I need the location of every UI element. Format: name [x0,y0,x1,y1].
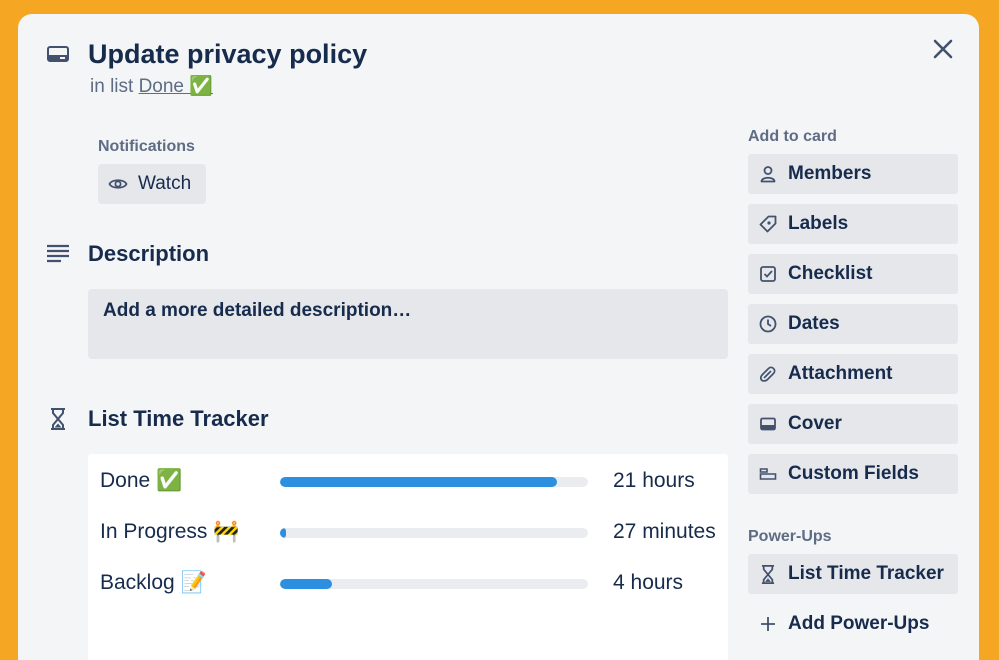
card-icon [46,42,70,66]
watch-label: Watch [138,173,192,194]
labels-button[interactable]: Labels [748,204,958,244]
tag-icon [758,214,778,234]
description-title: Description [88,241,210,266]
paperclip-icon [758,364,778,384]
tracker-progress-fill [280,579,333,589]
custom-fields-icon [758,464,778,484]
clock-icon [758,314,778,334]
add-to-card-label: Add to card [748,128,837,145]
list-location: in list Done ✅ [90,75,213,99]
tracker-row-value: 27 minutes [613,520,716,543]
checklist-label: Checklist [788,263,873,284]
dates-button[interactable]: Dates [748,304,958,344]
tracker-progress-bar [280,528,588,538]
labels-label: Labels [788,213,849,234]
eye-icon [108,174,128,194]
checklist-button[interactable]: Checklist [748,254,958,294]
tracker-progress-bar [280,477,588,487]
in-list-prefix: in list [90,76,134,97]
attachment-label: Attachment [788,363,893,384]
add-power-ups-label: Add Power-Ups [788,613,930,634]
card-detail-modal: Update privacy policy in list Done ✅ Not… [18,14,979,660]
description-icon [46,242,70,266]
card-title[interactable]: Update privacy policy [88,39,368,69]
tracker-progress-fill [280,528,287,538]
cover-icon [758,414,778,434]
time-tracker-title: List Time Tracker [88,406,269,431]
members-label: Members [788,163,872,184]
hourglass-icon [48,407,68,431]
person-icon [758,164,778,184]
cover-label: Cover [788,413,842,434]
dates-label: Dates [788,313,840,334]
time-tracker-panel: Done ✅ 21 hours In Progress 🚧 27 minutes… [88,454,728,660]
list-time-tracker-label: List Time Tracker [788,563,944,584]
tracker-row-value: 4 hours [613,571,684,594]
list-time-tracker-button[interactable]: List Time Tracker [748,554,958,594]
tracker-progress-bar [280,579,588,589]
checkbox-icon [758,264,778,284]
close-icon[interactable] [928,34,958,64]
list-link[interactable]: Done ✅ [138,76,213,97]
tracker-row-label: Backlog 📝 [100,571,207,594]
tracker-row-label: In Progress 🚧 [100,520,240,543]
plus-icon [758,614,778,634]
notifications-label: Notifications [98,138,195,155]
description-input[interactable]: Add a more detailed description… [88,289,728,359]
tracker-progress-fill [280,477,558,487]
attachment-button[interactable]: Attachment [748,354,958,394]
power-ups-label: Power-Ups [748,528,832,545]
hourglass-icon [758,564,778,584]
tracker-row-value: 21 hours [613,469,695,492]
add-power-ups-button[interactable]: Add Power-Ups [748,604,958,644]
watch-button[interactable]: Watch [98,164,206,204]
tracker-row-label: Done ✅ [100,469,183,492]
custom-fields-label: Custom Fields [788,463,919,484]
members-button[interactable]: Members [748,154,958,194]
cover-button[interactable]: Cover [748,404,958,444]
custom-fields-button[interactable]: Custom Fields [748,454,958,494]
